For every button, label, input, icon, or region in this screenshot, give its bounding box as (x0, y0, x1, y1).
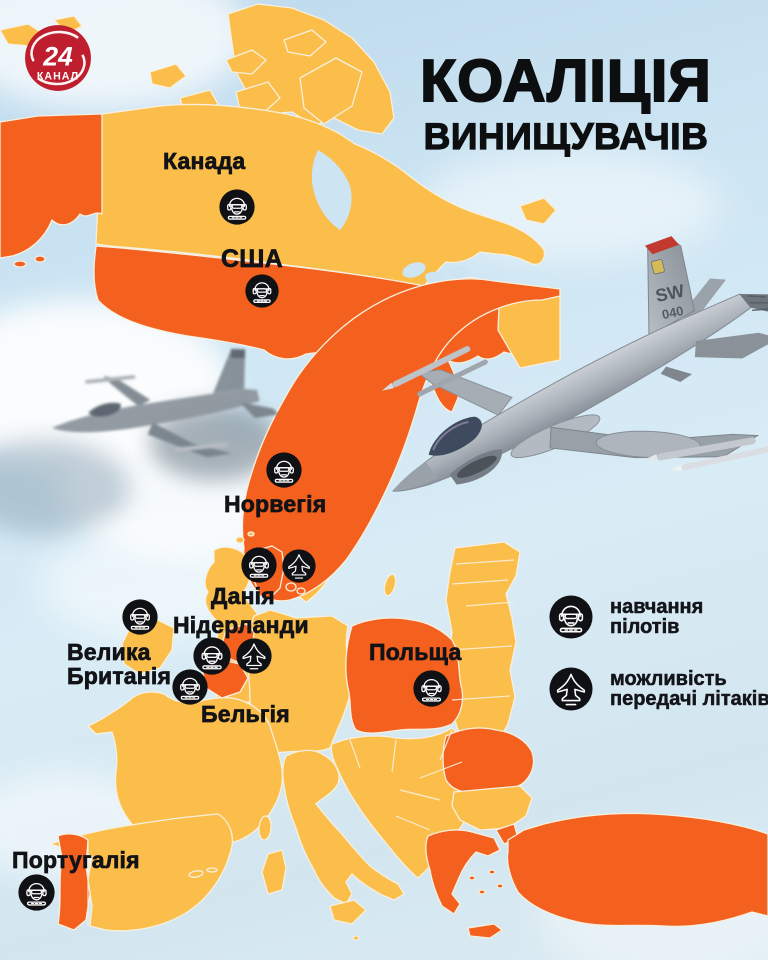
plane-icon (236, 638, 272, 674)
label-canada: Канада (163, 148, 246, 174)
label-norway: Норвегія (224, 491, 327, 517)
country-portugal (57, 833, 91, 931)
title-line-2: ВИНИЩУВАЧІВ (423, 116, 709, 157)
fighter-jet-large: SW 040 (381, 236, 768, 492)
country-greece (425, 829, 504, 939)
legend-item-pilot-training: навчання пілотів (549, 595, 722, 639)
channel-logo: 24 КАНАЛ (24, 24, 92, 92)
pilot-icon (241, 547, 277, 583)
pilot-icon (122, 599, 158, 635)
country-italy (261, 749, 405, 941)
plane-icon (549, 667, 593, 711)
label-denmark: Данія (211, 583, 275, 609)
legend-label: навчання пілотів (610, 596, 704, 639)
plane-icon (282, 549, 316, 583)
page-title: КОАЛІЦІЯ ВИНИЩУВАЧІВ (380, 48, 752, 157)
title-line-1: КОАЛІЦІЯ (419, 48, 712, 114)
label-usa: США (221, 245, 283, 273)
pilot-icon (245, 274, 279, 308)
country-borders (87, 559, 515, 926)
pilot-icon (413, 670, 450, 707)
label-portugal: Португалія (12, 847, 140, 873)
logo-channel-name: КАНАЛ (37, 70, 79, 82)
pilot-icon (266, 452, 302, 488)
pilot-icon (549, 595, 593, 639)
fighter-jet-small (52, 348, 279, 458)
country-turkey (495, 812, 768, 928)
label-uk: Велика Британія (67, 639, 172, 690)
country-norway (241, 278, 561, 602)
pilot-icon (219, 189, 255, 225)
jet-tail-number: 040 (661, 303, 685, 322)
arctic-islands (0, 15, 363, 143)
region-alaska (0, 113, 103, 268)
country-romania (442, 727, 535, 794)
logo-circle (25, 25, 91, 91)
label-belgium: Бельгія (201, 701, 290, 727)
country-spain (49, 813, 234, 932)
legend-label: можливість передачі літаків (610, 668, 768, 711)
logo-number: 24 (42, 41, 73, 71)
label-netherlands: Нідерланди (173, 612, 309, 638)
legend-item-plane-transfer: можливість передачі літаків (549, 667, 768, 711)
label-poland: Польща (369, 639, 462, 665)
pilot-icon (18, 874, 55, 911)
